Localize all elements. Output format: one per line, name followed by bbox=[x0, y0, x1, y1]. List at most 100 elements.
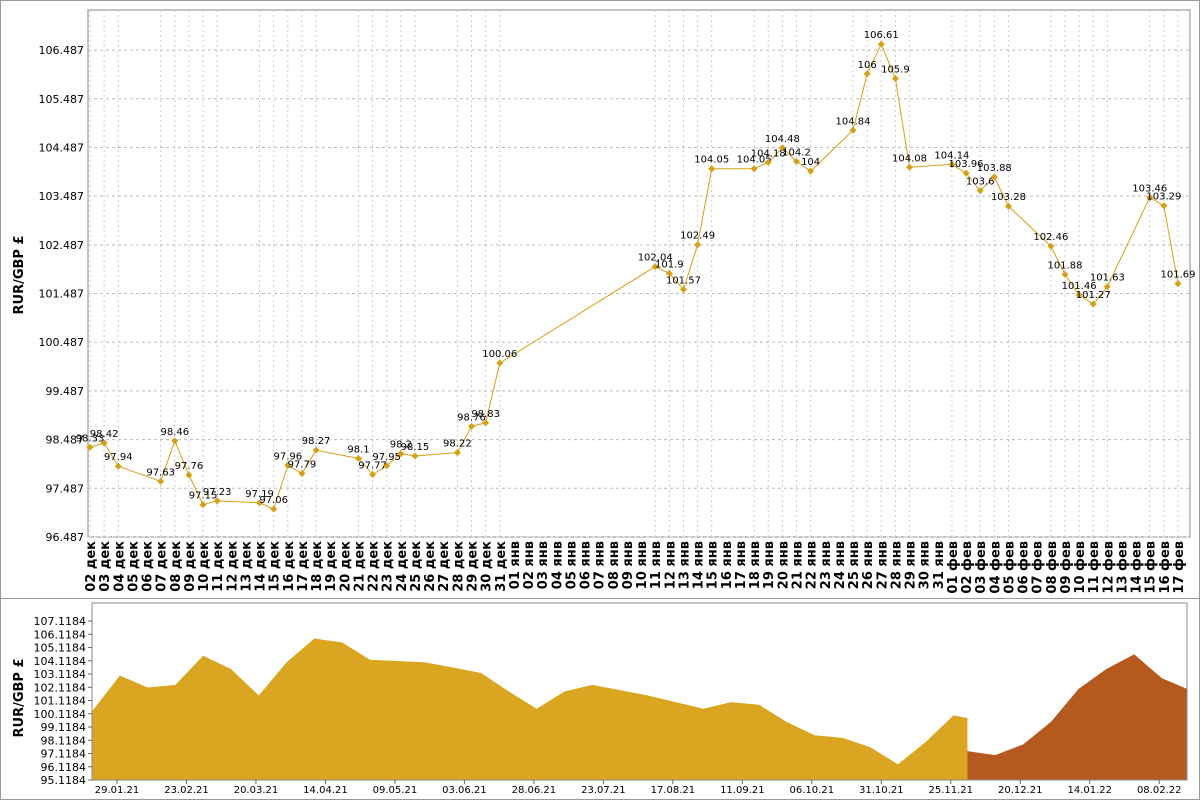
x-tick-label: 10 фев bbox=[1073, 541, 1088, 594]
x-tick-label: 11 фев bbox=[1087, 541, 1102, 594]
y-tick-label: 98.487 bbox=[46, 434, 85, 447]
x-tick-label: 06 дек bbox=[141, 541, 156, 592]
data-label: 104.2 bbox=[782, 147, 811, 158]
data-label: 97.95 bbox=[372, 452, 401, 463]
x-tick-label: 20 янв bbox=[776, 541, 791, 589]
data-label: 102.04 bbox=[638, 253, 673, 264]
x-tick-label: 16 фев bbox=[1158, 541, 1173, 594]
data-label: 103.46 bbox=[1132, 183, 1167, 194]
x-tick-label: 28.06.21 bbox=[512, 785, 557, 796]
x-tick-label: 15 янв bbox=[706, 541, 721, 589]
x-tick-label: 26 янв bbox=[861, 541, 876, 589]
x-tick-label: 09 дек bbox=[183, 541, 198, 592]
data-label: 98.15 bbox=[401, 442, 430, 453]
x-tick-label: 27 дек bbox=[437, 541, 452, 592]
point bbox=[1146, 193, 1154, 201]
x-tick-label: 08 дек bbox=[169, 541, 184, 592]
y-tick-label: 103.1184 bbox=[34, 668, 87, 681]
y-tick-label: 97.1184 bbox=[41, 748, 87, 761]
point bbox=[962, 169, 970, 177]
point bbox=[86, 443, 94, 451]
x-tick-label: 19 янв bbox=[762, 541, 777, 589]
x-tick-label: 20.12.21 bbox=[998, 785, 1043, 796]
x-tick-label: 03.06.21 bbox=[442, 785, 487, 796]
point bbox=[171, 437, 179, 445]
point bbox=[694, 241, 702, 249]
data-label: 106.61 bbox=[864, 30, 899, 41]
plot-area bbox=[87, 9, 1191, 538]
y-tick-label: 96.1184 bbox=[41, 761, 87, 774]
x-tick-label: 29 янв bbox=[904, 541, 919, 589]
point bbox=[1047, 242, 1055, 250]
data-label: 98.27 bbox=[302, 436, 331, 447]
x-tick-label: 24 дек bbox=[395, 541, 410, 592]
point bbox=[1061, 270, 1069, 278]
data-label: 104.48 bbox=[765, 134, 800, 145]
x-tick-label: 14 дек bbox=[254, 541, 269, 592]
x-tick-label: 01 фев bbox=[946, 541, 961, 594]
y-tick-label: 104.1184 bbox=[34, 655, 87, 668]
x-tick-label: 15 дек bbox=[268, 541, 283, 592]
data-label: 98.33 bbox=[76, 433, 105, 444]
data-label: 104.05 bbox=[737, 155, 772, 166]
y-axis-label: RUR/GBP £ bbox=[12, 235, 27, 314]
x-tick-label: 07 янв bbox=[593, 541, 608, 589]
x-tick-label: 10 янв bbox=[635, 541, 650, 589]
x-tick-label: 23.07.21 bbox=[581, 785, 626, 796]
point bbox=[1075, 291, 1083, 299]
point bbox=[906, 163, 914, 171]
x-tick-label: 11 дек bbox=[211, 541, 226, 592]
point bbox=[863, 70, 871, 78]
point bbox=[468, 422, 476, 430]
data-label: 101.69 bbox=[1161, 270, 1196, 281]
point bbox=[849, 126, 857, 134]
area bbox=[967, 654, 1187, 780]
point bbox=[157, 477, 165, 485]
y-tick-label: 99.1184 bbox=[41, 721, 87, 734]
x-tick-label: 14.04.21 bbox=[303, 785, 348, 796]
x-tick-label: 23.02.21 bbox=[164, 785, 209, 796]
data-label: 100.06 bbox=[482, 349, 517, 360]
y-tick-label: 98.1184 bbox=[41, 734, 87, 747]
x-tick-label: 21 янв bbox=[790, 541, 805, 589]
y-tick-label: 97.487 bbox=[46, 482, 85, 495]
data-label: 104 bbox=[801, 157, 820, 168]
x-tick-label: 17 дек bbox=[296, 541, 311, 592]
x-tick-label: 16 дек bbox=[282, 541, 297, 592]
point bbox=[114, 462, 122, 470]
x-tick-label: 08 янв bbox=[607, 541, 622, 589]
data-label: 101.63 bbox=[1090, 273, 1125, 284]
x-tick-label: 22 янв bbox=[805, 541, 820, 589]
data-label: 103.29 bbox=[1146, 192, 1181, 203]
x-tick-label: 14 янв bbox=[692, 541, 707, 589]
data-label: 101.9 bbox=[655, 259, 684, 270]
x-tick-label: 24 янв bbox=[833, 541, 848, 589]
data-label: 97.63 bbox=[146, 467, 175, 478]
data-label: 97.15 bbox=[189, 491, 218, 502]
x-tick-label: 01 янв bbox=[508, 541, 523, 589]
y-tick-label: 106.1184 bbox=[34, 628, 87, 641]
y-axis-label: RUR/GBP £ bbox=[12, 658, 27, 737]
x-tick-label: 08 фев bbox=[1045, 541, 1060, 594]
x-tick-label: 04 янв bbox=[550, 541, 565, 589]
x-tick-label: 13 янв bbox=[677, 541, 692, 589]
x-tick-label: 23 янв bbox=[819, 541, 834, 589]
point bbox=[1004, 202, 1012, 210]
y-tick-label: 105.487 bbox=[39, 93, 85, 106]
point bbox=[778, 144, 786, 152]
x-tick-label: 26 дек bbox=[423, 541, 438, 592]
data-label: 98.76 bbox=[457, 412, 486, 423]
x-tick-label: 27 янв bbox=[875, 541, 890, 589]
y-tick-label: 95.1184 bbox=[41, 774, 87, 787]
y-tick-label: 96.487 bbox=[46, 531, 85, 544]
x-tick-label: 21 дек bbox=[352, 541, 367, 592]
data-label: 97.76 bbox=[175, 461, 204, 472]
x-tick-label: 10 дек bbox=[197, 541, 212, 592]
x-tick-label: 25 янв bbox=[847, 541, 862, 589]
x-tick-label: 23 дек bbox=[381, 541, 396, 592]
x-tick-label: 14 фев bbox=[1130, 541, 1145, 594]
x-tick-label: 12 фев bbox=[1101, 541, 1116, 594]
data-label: 97.77 bbox=[358, 461, 387, 472]
x-tick-label: 13 фев bbox=[1115, 541, 1130, 594]
